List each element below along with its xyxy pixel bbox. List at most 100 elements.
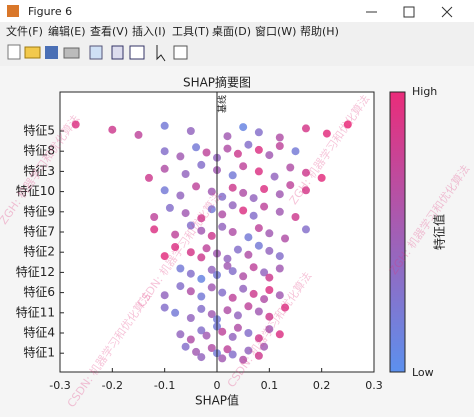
shap-point: [176, 152, 185, 161]
plot: -0.3 -0.2 -0.1 0 0.1 0.2 0.3 特征5 特征8 特征3 特征10 特征9 特征…: [16, 92, 383, 392]
y-tick-label: 特征10: [16, 183, 55, 198]
shap-point: [275, 133, 284, 142]
y-tick-label: 特征7: [23, 224, 55, 239]
shap-point: [228, 350, 237, 359]
shap-point: [254, 307, 263, 316]
shap-point: [218, 288, 227, 297]
shap-point: [286, 181, 295, 190]
y-tick-label: 特征6: [23, 284, 55, 299]
x-tick-label: -0.2: [102, 379, 123, 392]
shap-point: [197, 226, 206, 235]
menu-item[interactable]: 帮助(H): [300, 24, 339, 38]
shap-point: [197, 304, 206, 313]
new-icon[interactable]: [7, 44, 21, 60]
legend-icon[interactable]: [129, 45, 145, 60]
shap-point: [228, 293, 237, 302]
x-tick-label: -0.1: [154, 379, 175, 392]
baseline-label: 基线: [217, 95, 229, 113]
x-tick-label: 0.1: [261, 379, 279, 392]
shap-point: [275, 291, 284, 300]
x-tick-label: 0.2: [313, 379, 331, 392]
shap-point: [165, 203, 174, 212]
shap-point: [197, 160, 206, 169]
shap-point: [275, 264, 284, 273]
shap-point: [254, 167, 263, 176]
shap-point: [150, 213, 159, 221]
save-icon[interactable]: [45, 46, 58, 59]
shap-point: [186, 335, 195, 344]
edit-icon[interactable]: [173, 45, 188, 60]
shap-point: [291, 213, 300, 221]
shap-point: [218, 327, 227, 336]
shap-point: [176, 191, 185, 200]
shap-point: [207, 265, 216, 274]
shap-point: [301, 186, 310, 195]
shap-point: [270, 172, 279, 181]
y-tick-label: 特征3: [23, 163, 55, 178]
menu-item[interactable]: 工具(T): [172, 25, 209, 38]
shap-point: [244, 233, 253, 242]
shap-point: [202, 331, 211, 340]
shap-point: [239, 123, 248, 132]
shap-point: [244, 329, 253, 337]
menu-item[interactable]: 查看(V): [90, 24, 128, 38]
shap-point: [275, 207, 284, 216]
shap-point: [254, 128, 263, 137]
shap-point: [197, 353, 206, 362]
shap-point: [186, 127, 195, 135]
shap-point: [197, 214, 206, 223]
colorbar-icon[interactable]: [111, 45, 124, 60]
y-tick-label: 特征4: [23, 325, 55, 340]
shap-point: [207, 344, 216, 352]
dock-icon[interactable]: [89, 45, 103, 60]
menu-item[interactable]: 插入(I): [132, 24, 166, 38]
print-icon[interactable]: [63, 47, 80, 59]
shap-point: [260, 202, 269, 211]
shap-point: [218, 354, 227, 363]
menu-item[interactable]: 编辑(E): [48, 24, 86, 38]
menu-item[interactable]: 窗口(W): [255, 24, 296, 38]
shap-point: [254, 224, 263, 233]
shap-point: [186, 314, 195, 322]
open-icon[interactable]: [24, 46, 41, 59]
shap-point: [244, 302, 253, 311]
shap-point: [322, 129, 331, 138]
shap-point: [265, 246, 274, 255]
shap-point: [71, 120, 80, 129]
close-button[interactable]: [441, 6, 453, 18]
shap-point: [160, 303, 169, 312]
y-tick-label: 特征11: [16, 304, 55, 319]
title-bar: [0, 0, 474, 22]
shap-point: [223, 345, 232, 354]
shap-point: [160, 252, 169, 261]
pointer-icon[interactable]: [156, 45, 166, 62]
shap-point: [343, 120, 352, 129]
shap-point: [228, 171, 237, 180]
shap-point: [249, 263, 258, 272]
shap-point: [207, 187, 216, 196]
app-icon: [7, 5, 19, 17]
shap-point: [286, 163, 295, 172]
shap-point: [244, 250, 253, 259]
y-tick-label: 特征2: [23, 244, 55, 259]
x-tick-label: -0.3: [49, 379, 70, 392]
colorbar-low-label: Low: [412, 366, 434, 379]
x-tick-label: 0.3: [365, 379, 383, 392]
shap-point: [281, 234, 290, 243]
shap-point: [254, 351, 263, 360]
menu-item[interactable]: 桌面(D): [212, 25, 251, 38]
shap-point: [171, 243, 180, 251]
shap-point: [275, 142, 284, 150]
shap-point: [192, 347, 201, 356]
menu-item[interactable]: 文件(F): [6, 24, 43, 38]
maximize-button[interactable]: [403, 6, 415, 18]
shap-point: [239, 272, 248, 281]
shap-point: [239, 188, 248, 197]
shap-point: [171, 308, 180, 317]
shap-point: [197, 292, 206, 301]
shap-point: [233, 311, 242, 320]
y-tick-label: 特征5: [23, 123, 55, 138]
shap-point: [218, 222, 227, 231]
shap-point: [233, 149, 242, 158]
shap-point: [223, 132, 232, 141]
